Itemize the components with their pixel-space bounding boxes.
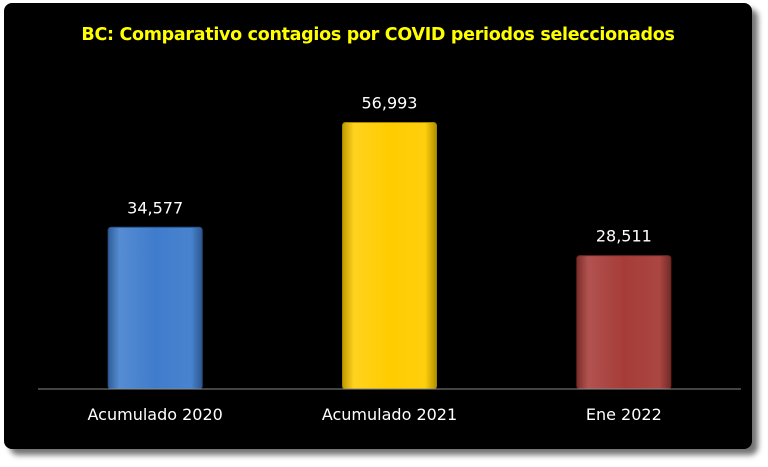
category-label-2: Acumulado 2021 xyxy=(322,405,457,424)
category-label-1: Acumulado 2020 xyxy=(88,405,223,424)
bar-2 xyxy=(342,121,437,390)
chart-title: BC: Comparativo contagios por COVID peri… xyxy=(81,25,675,45)
bar-3 xyxy=(576,255,672,390)
bar-1 xyxy=(107,226,203,390)
data-label-3: 28,511 xyxy=(596,227,652,246)
chart-plot-area: 34,577 Acumulado 2020 56,993 Acumulado 2021… xyxy=(38,93,741,424)
chart-background: BC: Comparativo contagios por COVID peri… xyxy=(4,3,752,449)
data-label-2: 56,993 xyxy=(362,93,418,112)
category-label-3: Ene 2022 xyxy=(586,405,662,424)
data-label-1: 34,577 xyxy=(127,198,183,217)
